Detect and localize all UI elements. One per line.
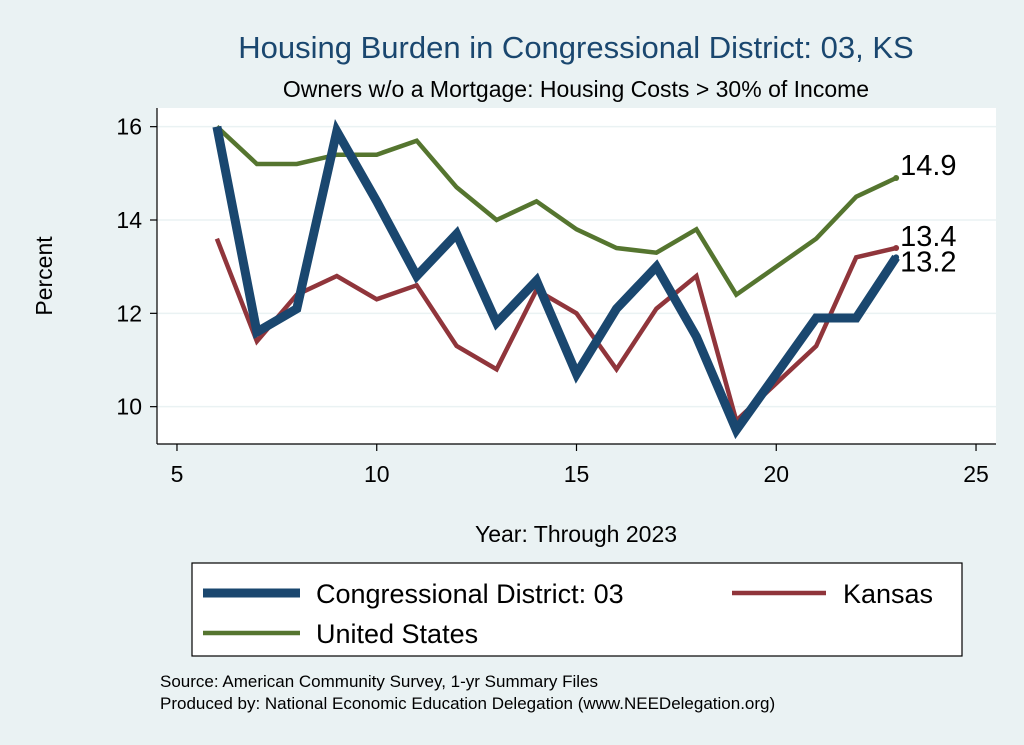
x-tick-label: 5 bbox=[171, 461, 184, 487]
x-tick-label: 25 bbox=[963, 461, 989, 487]
y-ticks: 10 12 14 16 bbox=[116, 114, 157, 420]
series-line-united-states-end-point bbox=[893, 175, 900, 181]
series-layer bbox=[212, 118, 900, 440]
series-line-congressional-district-end-point bbox=[893, 254, 900, 261]
series-line-kansas-end-point bbox=[893, 245, 900, 251]
x-axis-title: Year: Through 2023 bbox=[475, 521, 677, 547]
end-label-united-states: 14.9 bbox=[900, 150, 956, 182]
chart-subtitle: Owners w/o a Mortgage: Housing Costs > 3… bbox=[283, 76, 869, 102]
legend-box bbox=[191, 562, 963, 657]
y-tick-label: 12 bbox=[116, 300, 142, 326]
y-axis-title: Percent bbox=[31, 236, 57, 316]
x-tick-label: 20 bbox=[763, 461, 789, 487]
source-line-1: Source: American Community Survey, 1-yr … bbox=[160, 672, 598, 691]
chart-title: Housing Burden in Congressional District… bbox=[238, 30, 913, 65]
end-label-congressional-district: 13.2 bbox=[900, 246, 956, 278]
end-labels: 13.213.4 14.9 bbox=[900, 150, 956, 278]
legend-label: United States bbox=[316, 619, 478, 649]
legend-label: Congressional District: 03 bbox=[316, 579, 624, 609]
plot-area bbox=[157, 108, 996, 444]
legend-item-kansas: Kansas bbox=[732, 579, 933, 609]
legend: Congressional District: 03 Kansas United S… bbox=[203, 579, 933, 649]
legend-item-united-states: United States bbox=[203, 619, 478, 649]
series-line-congressional-district bbox=[212, 118, 900, 440]
legend-label: Kansas bbox=[843, 579, 933, 609]
legend-item-congressional-district: Congressional District: 03 bbox=[203, 579, 624, 609]
series-line-kansas bbox=[214, 237, 897, 425]
x-ticks: 5 10 15 20 25 bbox=[171, 444, 989, 487]
x-tick-label: 15 bbox=[564, 461, 590, 487]
y-tick-label: 14 bbox=[116, 207, 142, 233]
source-line-2: Produced by: National Economic Education… bbox=[160, 694, 775, 713]
y-tick-label: 16 bbox=[116, 114, 142, 140]
x-tick-label: 10 bbox=[364, 461, 390, 487]
y-tick-label: 10 bbox=[116, 394, 142, 420]
end-label-kansas: 13.4 bbox=[900, 221, 956, 253]
